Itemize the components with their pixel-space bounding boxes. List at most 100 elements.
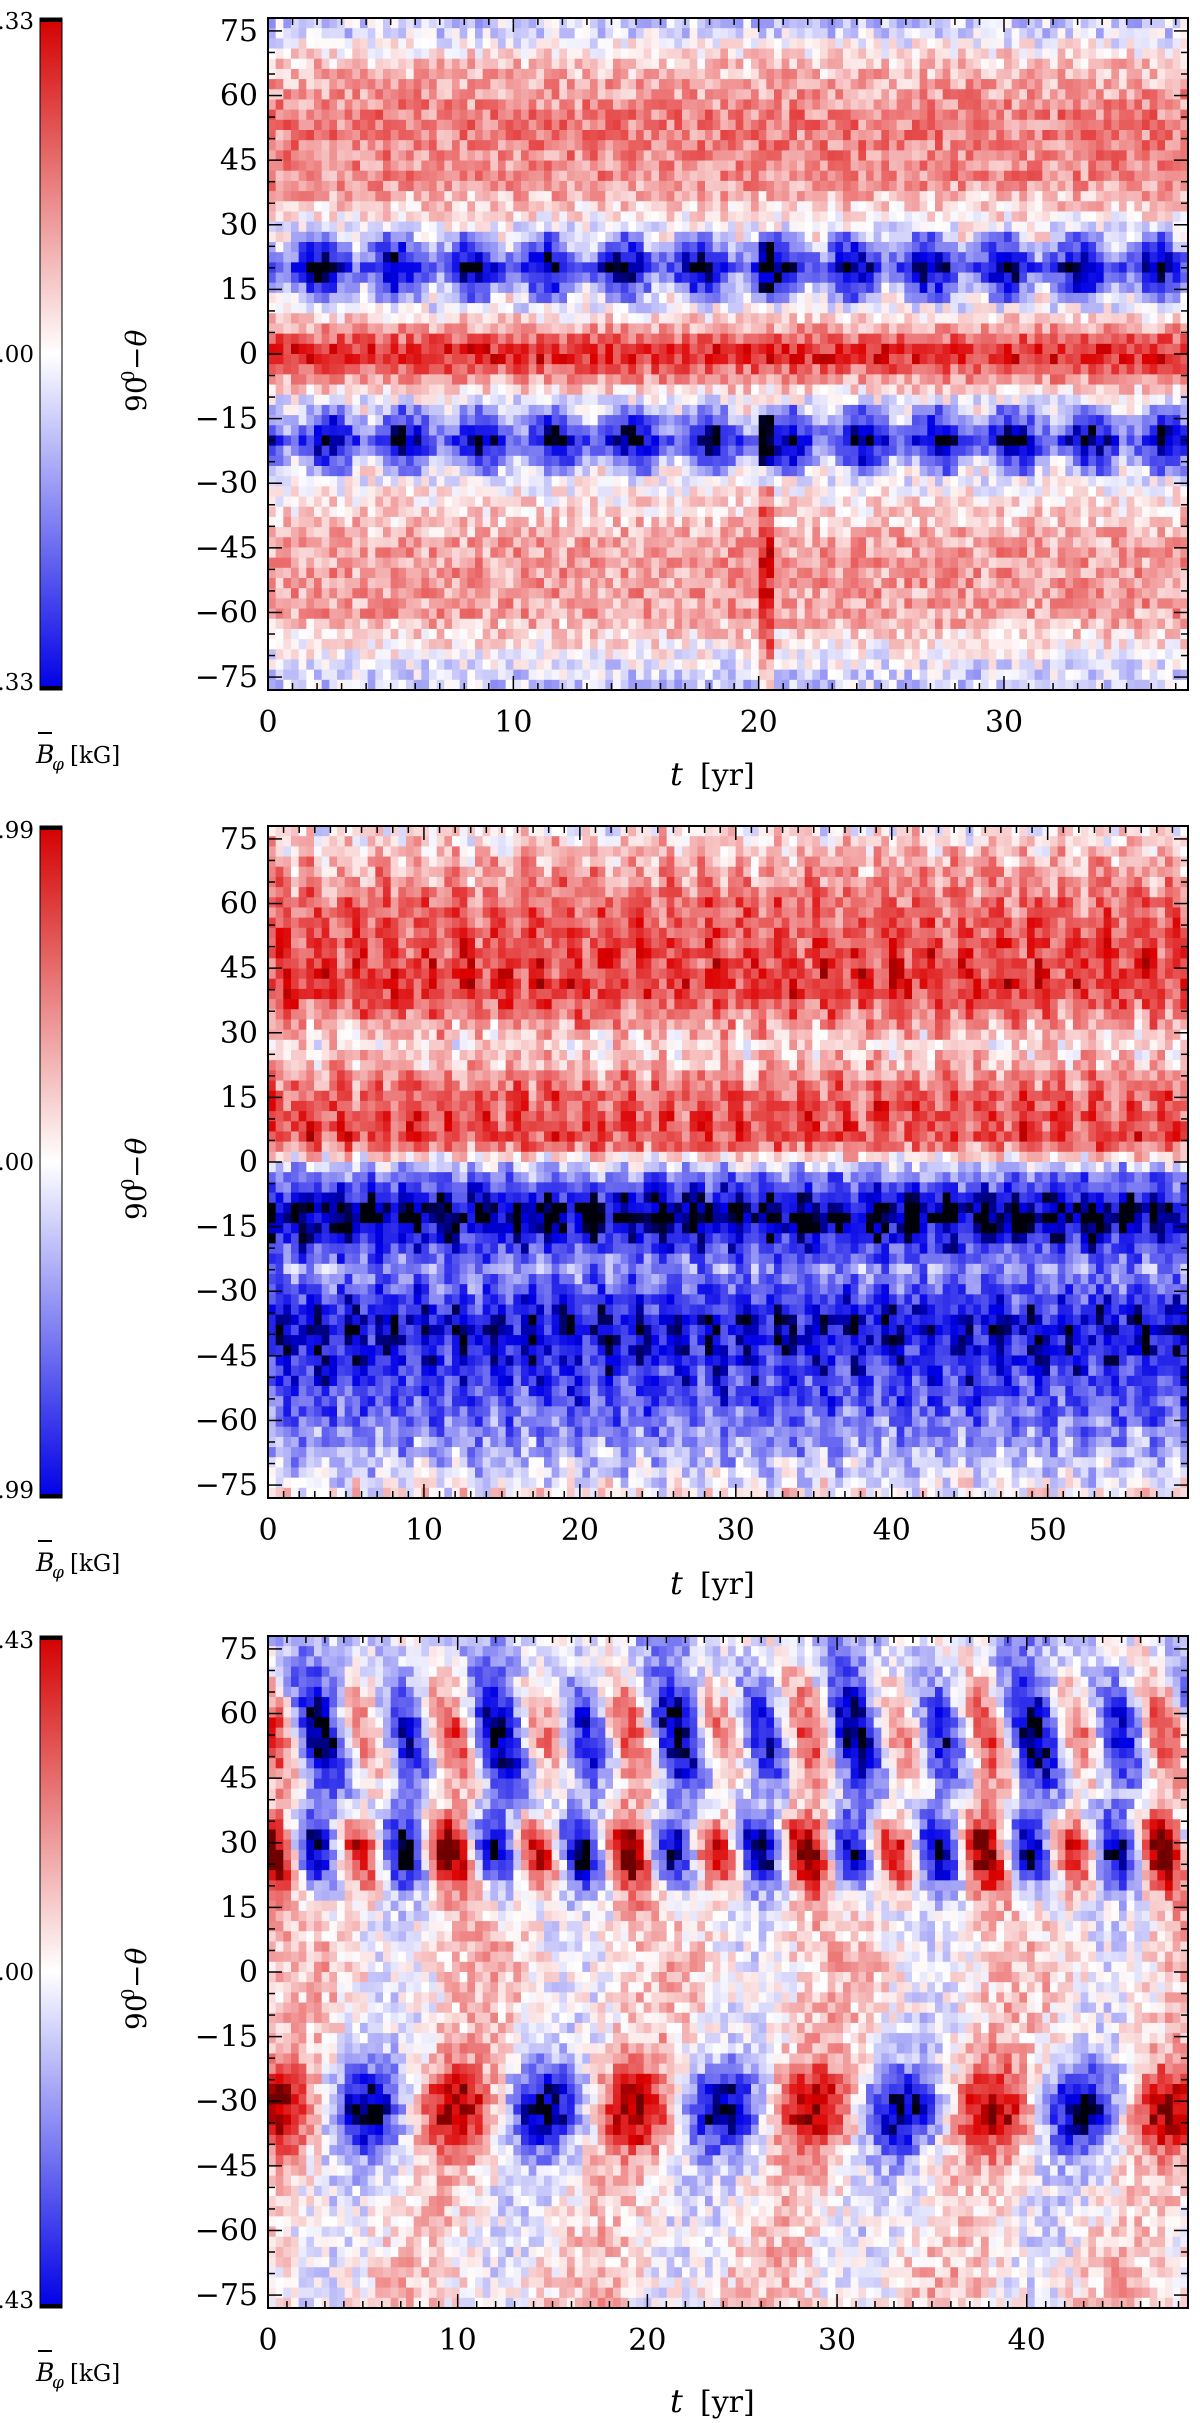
heatmap-cell — [528, 415, 537, 426]
heatmap-cell — [298, 68, 307, 80]
heatmap-cell — [735, 211, 744, 223]
heatmap-cell — [398, 343, 407, 355]
heatmap-cell — [291, 323, 300, 335]
heatmap-cell — [528, 404, 537, 416]
heatmap-cell — [697, 99, 706, 111]
heatmap-cell — [1088, 374, 1097, 386]
heatmap-cell — [467, 18, 476, 29]
heatmap-cell — [1034, 89, 1043, 101]
heatmap-cell — [720, 99, 729, 111]
heatmap-cell — [337, 323, 346, 335]
heatmap-cell — [659, 38, 668, 50]
heatmap-cell — [490, 323, 499, 335]
heatmap-cell — [1080, 384, 1089, 396]
heatmap-cell — [827, 58, 836, 70]
heatmap-cell — [751, 28, 760, 39]
heatmap-cell — [505, 160, 514, 172]
heatmap-cell — [344, 364, 353, 375]
heatmap-cell — [1126, 425, 1135, 437]
heatmap-cell — [551, 323, 560, 335]
heatmap-cell — [383, 68, 392, 80]
heatmap-cell — [360, 191, 369, 202]
heatmap-cell — [1073, 191, 1082, 202]
heatmap-cell — [866, 384, 875, 396]
heatmap-cell — [735, 191, 744, 202]
heatmap-cell — [697, 394, 706, 406]
heatmap-cell — [950, 48, 959, 60]
heatmap-cell — [1088, 425, 1097, 437]
heatmap-cell — [820, 109, 829, 121]
heatmap-cell — [858, 89, 867, 101]
heatmap-cell — [797, 404, 806, 416]
heatmap-cell — [1134, 28, 1143, 39]
heatmap-cell — [835, 201, 844, 213]
heatmap-cell — [329, 160, 338, 172]
heatmap-cell — [973, 354, 982, 365]
heatmap-cell — [283, 79, 292, 90]
heatmap-cell — [582, 292, 591, 304]
heatmap-cell — [459, 384, 468, 396]
heatmap-cell — [1027, 109, 1036, 121]
heatmap-cell — [912, 48, 921, 60]
heatmap-cell — [436, 170, 445, 182]
heatmap-cell — [467, 333, 476, 345]
heatmap-cell — [490, 252, 499, 263]
heatmap-cell — [881, 364, 890, 375]
heatmap-cell — [1027, 364, 1036, 375]
heatmap-cell — [1134, 180, 1143, 192]
heatmap-cell — [643, 221, 652, 233]
heatmap-cell — [820, 28, 829, 39]
heatmap-cell — [390, 313, 399, 325]
heatmap-cell — [728, 333, 737, 345]
heatmap-cell — [329, 262, 338, 274]
heatmap-cell — [275, 18, 284, 29]
heatmap-cell — [1119, 425, 1128, 437]
heatmap-cell — [1011, 404, 1020, 416]
heatmap-cell — [467, 221, 476, 233]
heatmap-cell — [505, 38, 514, 50]
heatmap-cell — [804, 292, 813, 304]
heatmap-cell — [567, 282, 576, 294]
heatmap-cell — [1119, 415, 1128, 426]
heatmap-cell — [528, 201, 537, 213]
heatmap-cell — [981, 79, 990, 90]
heatmap-cell — [843, 231, 852, 243]
heatmap-cell — [927, 191, 936, 202]
heatmap-cell — [329, 119, 338, 131]
heatmap-cell — [636, 160, 645, 172]
heatmap-cell — [728, 364, 737, 375]
heatmap-cell — [774, 394, 783, 406]
heatmap-cell — [766, 68, 775, 80]
heatmap-cell — [467, 384, 476, 396]
heatmap-cell — [927, 18, 936, 29]
heatmap-cell — [666, 435, 675, 447]
heatmap-cell — [712, 89, 721, 101]
heatmap-cell — [421, 68, 430, 80]
heatmap-cell — [858, 252, 867, 263]
heatmap-cell — [352, 354, 361, 365]
heatmap-cell — [559, 374, 568, 386]
heatmap-cell — [674, 180, 683, 192]
heatmap-cell — [866, 333, 875, 345]
heatmap-cell — [1027, 272, 1036, 284]
heatmap-cell — [406, 343, 415, 355]
heatmap-cell — [1073, 28, 1082, 39]
heatmap-cell — [766, 404, 775, 416]
heatmap-cell — [475, 201, 484, 213]
heatmap-cell — [1142, 303, 1151, 314]
heatmap-cell — [1142, 323, 1151, 335]
heatmap-cell — [950, 364, 959, 375]
heatmap-cell — [751, 282, 760, 294]
heatmap-cell — [927, 211, 936, 223]
heatmap-cell — [291, 313, 300, 325]
heatmap-cell — [306, 282, 315, 294]
heatmap-cell — [751, 89, 760, 101]
heatmap-cell — [636, 394, 645, 406]
heatmap-cell — [935, 364, 944, 375]
heatmap-cell — [452, 119, 461, 131]
heatmap-cell — [1126, 130, 1135, 141]
heatmap-cell — [1157, 231, 1166, 243]
heatmap-cell — [413, 160, 422, 172]
heatmap-cell — [298, 262, 307, 274]
heatmap-cell — [521, 28, 530, 39]
